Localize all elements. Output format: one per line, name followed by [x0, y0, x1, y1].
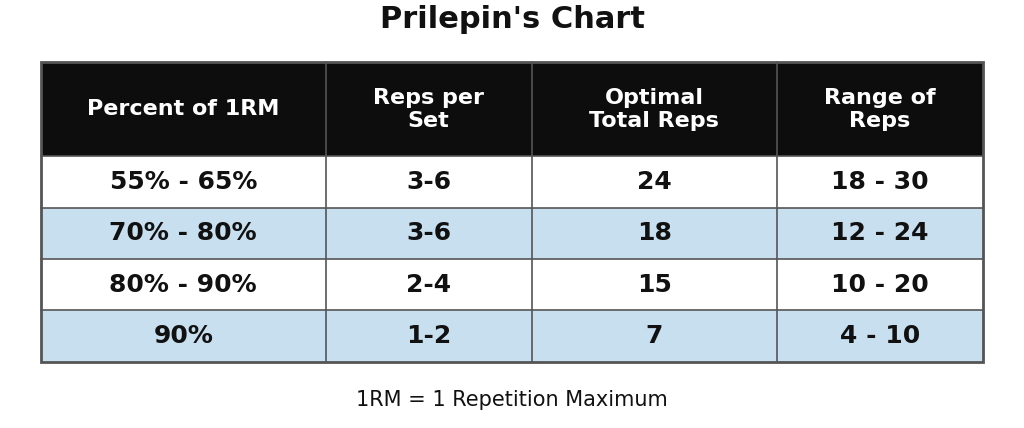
- FancyBboxPatch shape: [777, 156, 983, 208]
- FancyBboxPatch shape: [777, 259, 983, 310]
- FancyBboxPatch shape: [326, 156, 531, 208]
- Text: 12 - 24: 12 - 24: [831, 221, 929, 245]
- FancyBboxPatch shape: [41, 310, 326, 362]
- FancyBboxPatch shape: [531, 310, 777, 362]
- Text: 1RM = 1 Repetition Maximum: 1RM = 1 Repetition Maximum: [356, 390, 668, 410]
- FancyBboxPatch shape: [531, 259, 777, 310]
- Text: 55% - 65%: 55% - 65%: [110, 170, 257, 194]
- Text: 24: 24: [637, 170, 672, 194]
- Text: 3-6: 3-6: [407, 170, 452, 194]
- Text: Range of
Reps: Range of Reps: [824, 88, 936, 131]
- Text: 15: 15: [637, 273, 672, 297]
- Text: 2-4: 2-4: [407, 273, 452, 297]
- FancyBboxPatch shape: [41, 156, 326, 208]
- FancyBboxPatch shape: [326, 259, 531, 310]
- FancyBboxPatch shape: [777, 310, 983, 362]
- Text: Optimal
Total Reps: Optimal Total Reps: [590, 88, 719, 131]
- FancyBboxPatch shape: [326, 310, 531, 362]
- Text: 1-2: 1-2: [406, 324, 452, 348]
- Text: 70% - 80%: 70% - 80%: [110, 221, 257, 245]
- FancyBboxPatch shape: [777, 208, 983, 259]
- FancyBboxPatch shape: [531, 62, 777, 156]
- Text: 90%: 90%: [154, 324, 213, 348]
- Text: 4 - 10: 4 - 10: [840, 324, 921, 348]
- FancyBboxPatch shape: [41, 208, 326, 259]
- FancyBboxPatch shape: [41, 259, 326, 310]
- Text: 3-6: 3-6: [407, 221, 452, 245]
- Text: 7: 7: [645, 324, 663, 348]
- Text: 80% - 90%: 80% - 90%: [110, 273, 257, 297]
- FancyBboxPatch shape: [326, 208, 531, 259]
- Text: Reps per
Set: Reps per Set: [373, 88, 484, 131]
- Text: 18: 18: [637, 221, 672, 245]
- FancyBboxPatch shape: [41, 62, 326, 156]
- FancyBboxPatch shape: [531, 208, 777, 259]
- Text: 18 - 30: 18 - 30: [831, 170, 929, 194]
- FancyBboxPatch shape: [326, 62, 531, 156]
- FancyBboxPatch shape: [531, 156, 777, 208]
- FancyBboxPatch shape: [777, 62, 983, 156]
- Text: Percent of 1RM: Percent of 1RM: [87, 99, 280, 119]
- Text: Prilepin's Chart: Prilepin's Chart: [380, 5, 644, 34]
- Text: 10 - 20: 10 - 20: [831, 273, 929, 297]
